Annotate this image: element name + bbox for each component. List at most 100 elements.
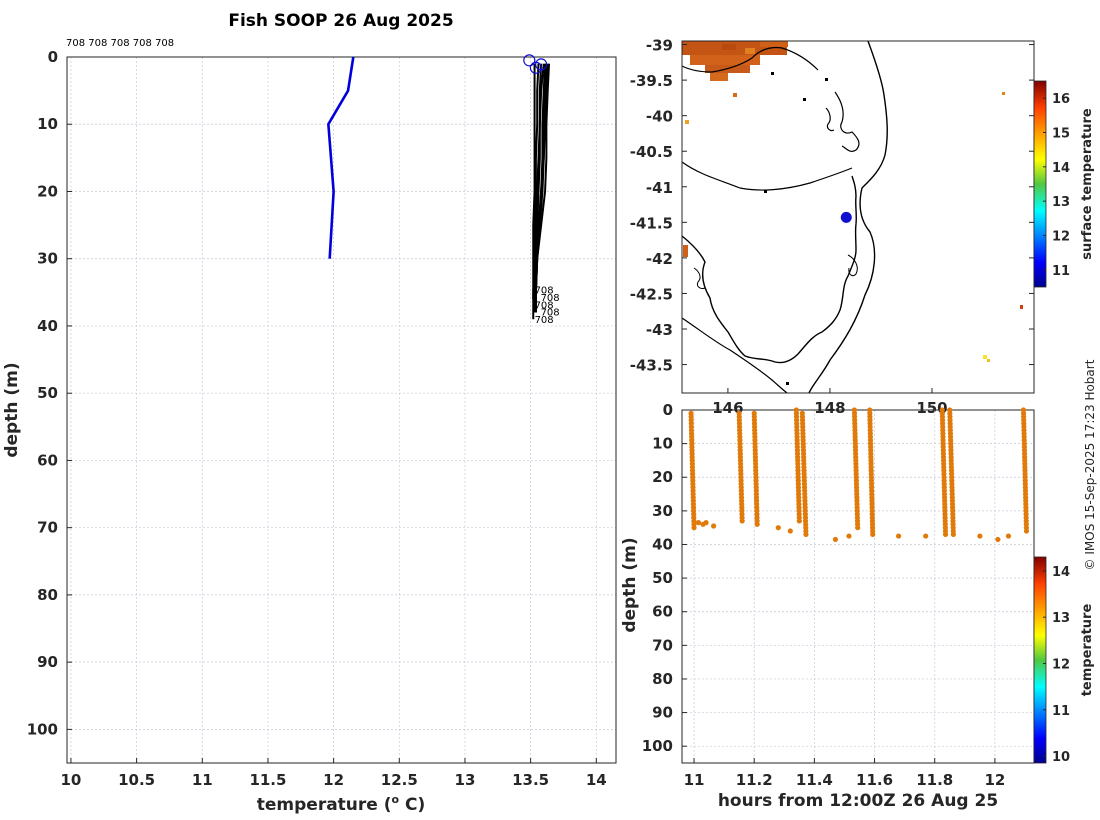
profile-ytick-label: 80: [37, 586, 58, 604]
victoria-coastline: [682, 46, 819, 73]
map-ytick-label: -42.5: [630, 285, 673, 303]
timedepth-xtick-label: 11.8: [916, 771, 953, 789]
reference-profile-line: [327, 56, 355, 259]
timedepth-ytick-label: 80: [652, 670, 673, 688]
map-ytick-label: -41: [646, 179, 673, 197]
timedepth-ytick-label: 90: [652, 704, 673, 722]
profile-xtick-label: 13.5: [512, 771, 549, 789]
bottom-point: [846, 533, 852, 539]
profile-ytick-label: 50: [37, 384, 58, 402]
profile-xtick-label: 12: [323, 771, 344, 789]
profile-xlabel: temperature (o C): [257, 793, 426, 815]
ship-position-marker: [840, 211, 852, 223]
profile-xtick-label: 11: [192, 771, 213, 789]
cast-profile-line: [534, 63, 547, 313]
profile-grid: [67, 56, 616, 763]
timedepth-colorbar-ticks: 10 11 12 13 14: [1043, 565, 1070, 765]
timedepth-ytick-label: 40: [652, 535, 673, 553]
profile-ytick-label: 40: [37, 317, 58, 335]
profile-plot: Fish SOOP 26 Aug 2025 708 708 708 708 70…: [2, 11, 617, 815]
timedepth-colorbar-tick-label: 14: [1052, 565, 1070, 580]
timedepth-xtick-label: 11.6: [856, 771, 893, 789]
timedepth-ticks: 11 11.2 11.4 11.6 11.8 12 0 10 20 30 40 50 60 70 80 90 1…: [642, 401, 1006, 789]
map-colorbar: 11 12 13 14 15 16 surface temperature: [1033, 80, 1095, 288]
map-colorbar-ticks: 11 12 13 14 15 16: [1043, 92, 1070, 279]
bottom-point: [787, 528, 793, 534]
map-ytick-label: -41.5: [630, 214, 673, 232]
cast-point: [855, 525, 861, 531]
map-colorbar-tick-label: 11: [1052, 264, 1070, 279]
timedepth-ytick-label: 30: [652, 502, 673, 520]
profile-ylabel: depth (m): [2, 362, 22, 457]
tasmania-coastline: [682, 175, 857, 364]
bass-strait-islands: [693, 72, 860, 385]
cast-point: [691, 525, 697, 531]
map-colorbar-tick-label: 13: [1052, 195, 1070, 210]
timedepth-ytick-label: 100: [642, 737, 673, 755]
profile-ytick-label: 20: [37, 182, 58, 200]
timedepth-xtick-label: 12: [984, 771, 1005, 789]
map-xtick-label: 150: [916, 399, 947, 417]
timedepth-ytick-label: 70: [652, 636, 673, 654]
map-xtick-label: 146: [712, 399, 743, 417]
profile-title: Fish SOOP 26 Aug 2025: [228, 11, 453, 31]
profile-axes-box: [66, 56, 617, 764]
profile-ytick-label: 30: [37, 250, 58, 268]
map-ytick-label: -40.5: [630, 143, 673, 161]
bottom-point: [710, 523, 717, 529]
timedepth-colorbar-gradient: [1033, 556, 1047, 764]
map-ytick-label: -39: [646, 37, 673, 55]
bottom-point: [995, 536, 1001, 543]
cast-profile-line: [532, 63, 536, 300]
map-ytick-label: -43: [646, 321, 673, 339]
timedepth-xtick-label: 11.2: [736, 771, 773, 789]
timedepth-colorbar-tick-label: 13: [1052, 611, 1070, 626]
profile-end-label: 708: [541, 308, 560, 319]
cast-point: [950, 531, 956, 537]
bottom-point: [703, 520, 709, 526]
timedepth-colorbar-tick-label: 10: [1052, 750, 1070, 765]
map-colorbar-tick-label: 15: [1052, 127, 1070, 142]
bottom-point: [923, 533, 929, 539]
sst-specks: [683, 92, 1023, 362]
map-colorbar-tick-label: 16: [1052, 92, 1070, 107]
profile-xtick-label: 10: [61, 771, 82, 789]
timedepth-colorbar-tick-label: 11: [1052, 704, 1070, 719]
profile-ytick-label: 60: [37, 451, 58, 469]
timedepth-colorbar: 10 11 12 13 14 temperature: [1033, 556, 1095, 765]
profile-xtick-label: 12.5: [381, 771, 418, 789]
map-colorbar-label: surface temperature: [1080, 108, 1095, 260]
cast-point: [803, 531, 809, 537]
timedepth-xtick-label: 11: [684, 771, 705, 789]
timedepth-xlabel: hours from 12:00Z 26 Aug 25: [718, 791, 998, 811]
bottom-point: [832, 536, 839, 543]
surface-marker: [535, 58, 548, 71]
map-ytick-label: -39.5: [630, 72, 673, 90]
timedepth-colorbar-tick-label: 12: [1052, 657, 1070, 672]
profile-ytick-label: 90: [37, 653, 58, 671]
cast-point: [870, 531, 876, 537]
profile-ytick-label: 10: [37, 115, 58, 133]
map-background: [682, 41, 1034, 393]
map-plot: -39 -39.5 -40 -40.5 -41 -41.5 -42 -42.5 -43 -43.5…: [630, 37, 1095, 417]
bottom-point: [775, 525, 781, 531]
profile-ticks: 10 10.5 11 11.5 12 12.5 13 13.5 14 0 10 20 30 40 50 60 7…: [27, 48, 607, 789]
profile-end-label: 708: [541, 293, 560, 304]
map-colorbar-tick-label: 12: [1052, 230, 1070, 245]
timedepth-ytick-label: 50: [652, 569, 673, 587]
profile-ytick-label: 100: [27, 720, 58, 738]
timedepth-colorbar-label: temperature: [1080, 604, 1095, 697]
profile-ytick-label: 70: [37, 519, 58, 537]
timedepth-ytick-label: 10: [652, 435, 673, 453]
profile-xtick-label: 13: [455, 771, 476, 789]
bottom-point: [896, 533, 902, 539]
profile-ytick-label: 0: [48, 48, 58, 66]
map-ticks: -39 -39.5 -40 -40.5 -41 -41.5 -42 -42.5 -43 -43.5…: [630, 37, 1034, 417]
timedepth-plot: 11 11.2 11.4 11.6 11.8 12 0 10 20 30 40 50 60 70 80 90 1…: [620, 401, 1095, 811]
timedepth-data: [688, 407, 1030, 543]
profile-end-label: 708: [535, 315, 554, 326]
west-shelf-contour: [682, 317, 789, 393]
map-ytick-label: -42: [646, 250, 673, 268]
cast-point: [796, 518, 802, 524]
